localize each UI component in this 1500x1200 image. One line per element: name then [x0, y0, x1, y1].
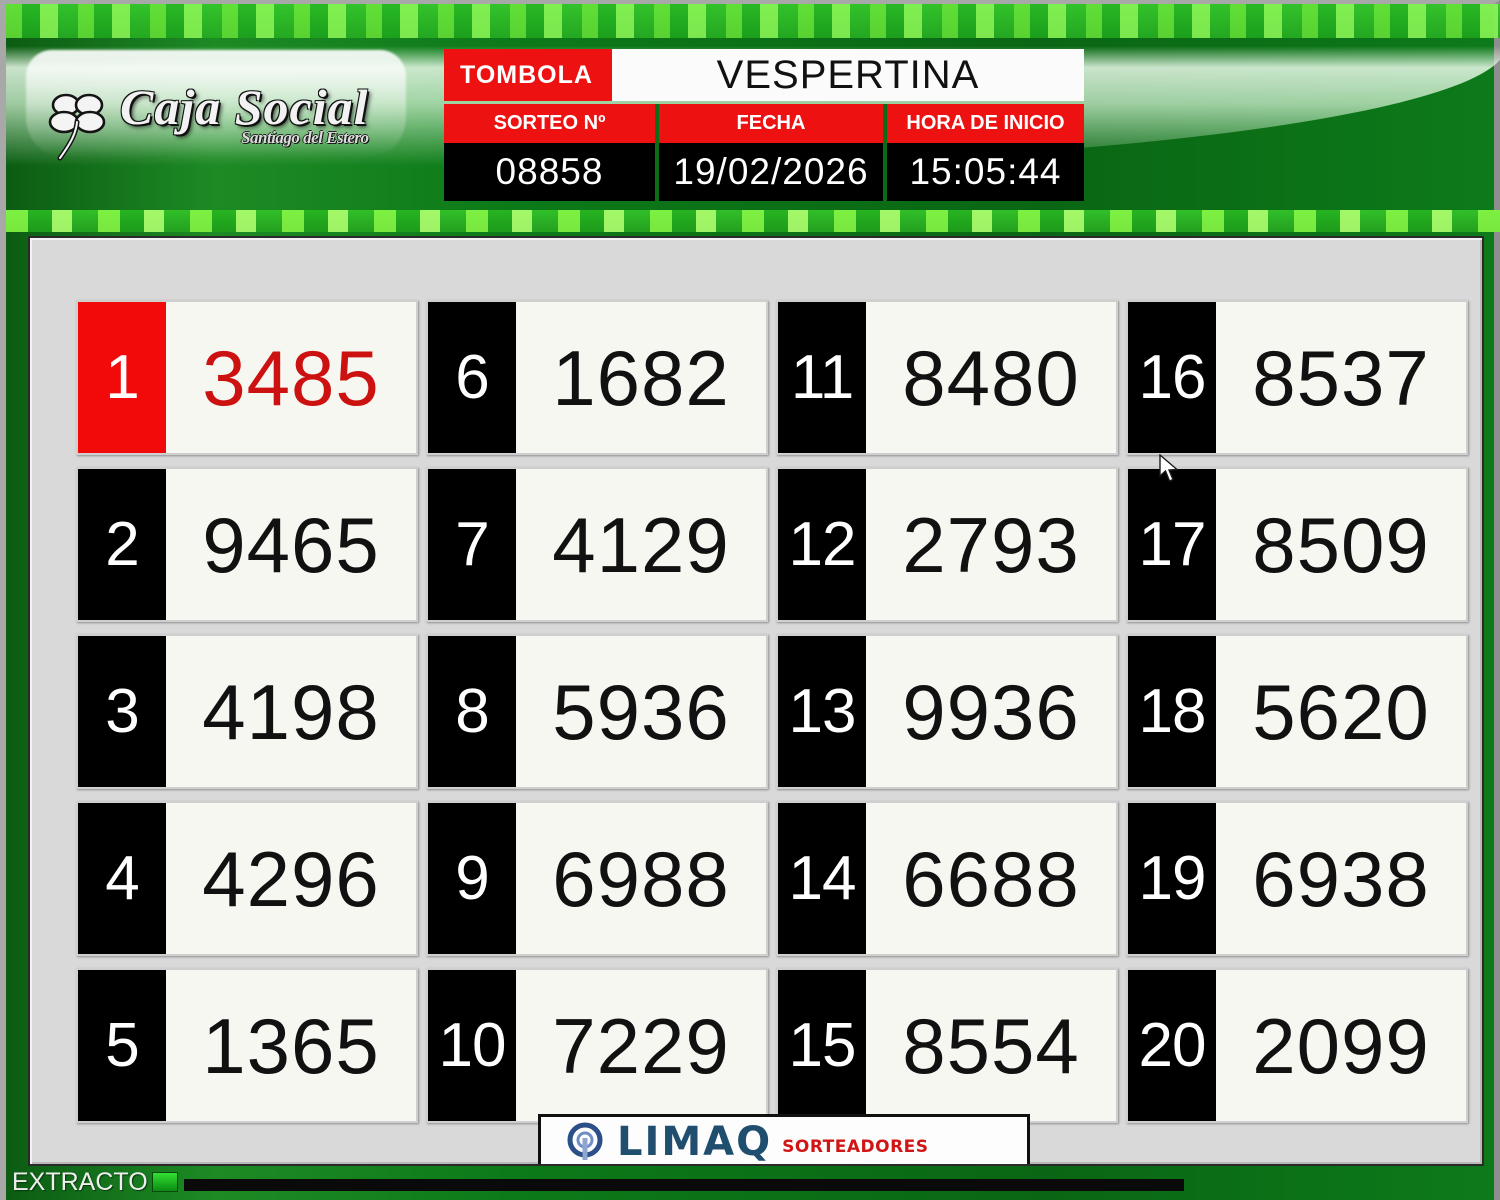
result-position: 1 [78, 302, 166, 453]
result-position: 4 [78, 803, 166, 954]
result-cell: 2 9465 [76, 467, 418, 622]
result-number: 8554 [866, 970, 1116, 1121]
result-position: 9 [428, 803, 516, 954]
field-values-row: 08858 19/02/2026 15:05:44 [444, 143, 1084, 201]
extracto-label: EXTRACTO [12, 1167, 148, 1196]
result-cell: 5 1365 [76, 968, 418, 1123]
result-position: 14 [778, 803, 866, 954]
result-cell: 6 1682 [426, 300, 768, 455]
result-cell: 13 9936 [776, 634, 1118, 789]
sponsor-logo: LIMAQ SORTEADORES [538, 1114, 1030, 1165]
result-cell: 9 6988 [426, 801, 768, 956]
game-name-value: VESPERTINA [612, 49, 1084, 101]
game-type-label: TOMBOLA [444, 49, 612, 101]
results-board: 1 3485 6 1682 11 8480 16 8537 2 9465 7 4129 12 2793 17… [28, 236, 1484, 1166]
result-number: 2099 [1216, 970, 1466, 1121]
result-position: 2 [78, 469, 166, 620]
result-position: 17 [1128, 469, 1216, 620]
extracto-status-chip [151, 1172, 178, 1192]
result-number: 6938 [1216, 803, 1466, 954]
extracto-progress-bar [183, 1179, 1184, 1191]
draw-info-panel: TOMBOLA VESPERTINA SORTEO Nº FECHA HORA … [444, 49, 1084, 214]
result-cell: 1 3485 [76, 300, 418, 455]
result-number: 8537 [1216, 302, 1466, 453]
extracto-taskbar-item[interactable]: EXTRACTO [12, 1164, 1184, 1200]
game-title-row: TOMBOLA VESPERTINA [444, 49, 1084, 101]
result-position: 13 [778, 636, 866, 787]
result-number: 6988 [516, 803, 766, 954]
result-number: 6688 [866, 803, 1116, 954]
draw-date-label: FECHA [659, 104, 887, 143]
result-cell: 8 5936 [426, 634, 768, 789]
header-bottom-highlight [6, 210, 1500, 232]
result-position: 12 [778, 469, 866, 620]
mouse-pointer-icon [1158, 453, 1180, 484]
result-number: 9936 [866, 636, 1116, 787]
result-cell: 10 7229 [426, 968, 768, 1123]
result-cell: 20 2099 [1126, 968, 1468, 1123]
header-band: Caja Social Santiago del Estero TOMBOLA … [6, 4, 1500, 232]
result-number: 4296 [166, 803, 416, 954]
result-position: 3 [78, 636, 166, 787]
result-position: 18 [1128, 636, 1216, 787]
limaq-circle-icon [565, 1122, 605, 1162]
result-cell: 17 8509 [1126, 467, 1468, 622]
draw-date-value: 19/02/2026 [659, 143, 887, 201]
result-position: 7 [428, 469, 516, 620]
result-cell: 4 4296 [76, 801, 418, 956]
result-position: 8 [428, 636, 516, 787]
draw-number-label: SORTEO Nº [444, 104, 659, 143]
result-number: 4129 [516, 469, 766, 620]
result-cell: 19 6938 [1126, 801, 1468, 956]
field-labels-row: SORTEO Nº FECHA HORA DE INICIO [444, 104, 1084, 143]
brand-subtitle: Santiago del Estero [241, 128, 369, 147]
sponsor-name: LIMAQ [617, 1119, 773, 1165]
result-cell: 16 8537 [1126, 300, 1468, 455]
result-number: 7229 [516, 970, 766, 1121]
result-position: 15 [778, 970, 866, 1121]
draw-time-label: HORA DE INICIO [887, 104, 1084, 143]
result-cell: 18 5620 [1126, 634, 1468, 789]
result-number: 3485 [166, 302, 416, 453]
result-cell: 14 6688 [776, 801, 1118, 956]
draw-number-value: 08858 [444, 143, 659, 201]
brand-title: Caja Social [120, 79, 369, 135]
result-number: 5620 [1216, 636, 1466, 787]
result-position: 16 [1128, 302, 1216, 453]
result-number: 5936 [516, 636, 766, 787]
result-position: 11 [778, 302, 866, 453]
result-position: 20 [1128, 970, 1216, 1121]
header-top-highlight [6, 4, 1500, 38]
result-number: 8480 [866, 302, 1116, 453]
result-number: 8509 [1216, 469, 1466, 620]
brand-logo: Caja Social Santiago del Estero [46, 82, 406, 182]
result-number: 1682 [516, 302, 766, 453]
sponsor-tagline: SORTEADORES [782, 1137, 929, 1157]
result-position: 10 [428, 970, 516, 1121]
results-grid: 1 3485 6 1682 11 8480 16 8537 2 9465 7 4129 12 2793 17… [76, 300, 1468, 1123]
result-cell: 15 8554 [776, 968, 1118, 1123]
result-position: 6 [428, 302, 516, 453]
result-position: 5 [78, 970, 166, 1121]
result-number: 4198 [166, 636, 416, 787]
result-number: 1365 [166, 970, 416, 1121]
result-position: 19 [1128, 803, 1216, 954]
draw-time-value: 15:05:44 [887, 143, 1084, 201]
result-cell: 3 4198 [76, 634, 418, 789]
result-number: 2793 [866, 469, 1116, 620]
result-number: 9465 [166, 469, 416, 620]
result-cell: 11 8480 [776, 300, 1118, 455]
result-cell: 12 2793 [776, 467, 1118, 622]
result-cell: 7 4129 [426, 467, 768, 622]
four-leaf-clover-icon [46, 88, 108, 162]
